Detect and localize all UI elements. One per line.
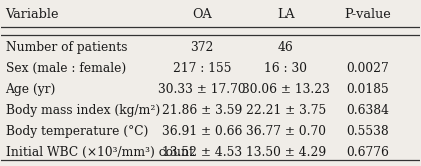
Text: 22.21 ± 3.75: 22.21 ± 3.75 bbox=[246, 104, 326, 117]
Text: 13.50 ± 4.29: 13.50 ± 4.29 bbox=[246, 146, 326, 159]
Text: Initial WBC (×10³/mm³) count: Initial WBC (×10³/mm³) count bbox=[5, 146, 194, 159]
Text: Age (yr): Age (yr) bbox=[5, 83, 56, 96]
Text: Variable: Variable bbox=[5, 8, 59, 21]
Text: 36.77 ± 0.70: 36.77 ± 0.70 bbox=[246, 125, 326, 138]
Text: 13.52 ± 4.53: 13.52 ± 4.53 bbox=[162, 146, 242, 159]
Text: 16 : 30: 16 : 30 bbox=[264, 62, 307, 75]
Text: LA: LA bbox=[277, 8, 295, 21]
Text: 372: 372 bbox=[190, 41, 214, 54]
Text: OA: OA bbox=[192, 8, 212, 21]
Text: 30.33 ± 17.70: 30.33 ± 17.70 bbox=[158, 83, 246, 96]
Text: 21.86 ± 3.59: 21.86 ± 3.59 bbox=[162, 104, 242, 117]
Text: 46: 46 bbox=[278, 41, 294, 54]
Text: Body mass index (kg/m²): Body mass index (kg/m²) bbox=[5, 104, 160, 117]
Text: Sex (male : female): Sex (male : female) bbox=[5, 62, 126, 75]
Text: 0.5538: 0.5538 bbox=[346, 125, 389, 138]
Text: 0.6384: 0.6384 bbox=[346, 104, 389, 117]
Text: 0.6776: 0.6776 bbox=[346, 146, 389, 159]
Text: 30.06 ± 13.23: 30.06 ± 13.23 bbox=[242, 83, 330, 96]
Text: P-value: P-value bbox=[344, 8, 391, 21]
Text: Number of patients: Number of patients bbox=[5, 41, 127, 54]
Text: Body temperature (°C): Body temperature (°C) bbox=[5, 125, 148, 138]
Text: 217 : 155: 217 : 155 bbox=[173, 62, 232, 75]
Text: 0.0027: 0.0027 bbox=[346, 62, 389, 75]
Text: 36.91 ± 0.66: 36.91 ± 0.66 bbox=[162, 125, 242, 138]
Text: 0.0185: 0.0185 bbox=[346, 83, 389, 96]
